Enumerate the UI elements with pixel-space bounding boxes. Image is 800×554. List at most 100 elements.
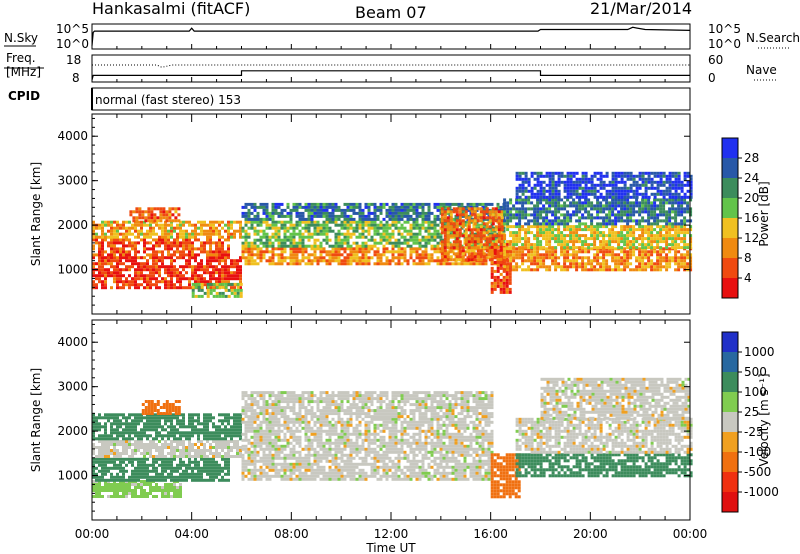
power-cell [668, 247, 672, 251]
power-cell [433, 238, 437, 242]
power-cell [497, 231, 501, 235]
power-cell [587, 180, 591, 184]
power-cell [545, 189, 549, 193]
power-cell [224, 256, 227, 260]
velocity-cell [140, 486, 143, 489]
power-cell [167, 256, 170, 260]
power-cell [427, 232, 431, 236]
velocity-cell [131, 478, 134, 482]
power-cell [611, 186, 615, 190]
power-cell [200, 241, 203, 245]
power-cell [584, 195, 588, 199]
power-cell [319, 247, 323, 251]
power-cell [467, 207, 471, 211]
power-cell [436, 208, 440, 212]
power-cell [632, 183, 636, 187]
power-cell [221, 250, 224, 254]
power-cell [152, 259, 155, 263]
power-cell [689, 213, 693, 217]
power-cell [512, 213, 516, 217]
power-cell [515, 243, 519, 247]
power-cell [512, 259, 516, 263]
power-cell [515, 250, 519, 254]
power-cell [569, 246, 573, 250]
power-cell [104, 220, 107, 224]
power-cell [182, 235, 185, 239]
power-cell [539, 225, 543, 229]
power-cell [470, 252, 474, 256]
velocity-cell [203, 460, 206, 464]
velocity-cell [155, 483, 158, 486]
power-cell [614, 183, 618, 187]
power-cell [596, 195, 600, 199]
power-cell [593, 225, 597, 229]
power-cell [125, 229, 128, 233]
power-cell [182, 256, 185, 260]
power-cell [203, 241, 206, 245]
power-cell [536, 195, 540, 199]
power-cell [641, 246, 645, 250]
velocity-cell [170, 489, 173, 492]
power-cell [515, 192, 519, 196]
power-cell [596, 189, 600, 193]
velocity-cell [95, 466, 98, 470]
power-cell [122, 283, 125, 287]
power-cell [373, 211, 377, 215]
velocity-cell [173, 495, 176, 498]
power-cell [403, 238, 407, 242]
power-cell [599, 171, 603, 175]
power-cell [563, 259, 567, 263]
power-cell [379, 223, 383, 227]
power-cell [325, 214, 329, 218]
power-cell [578, 262, 582, 266]
power-cell [98, 280, 101, 284]
power-cell [337, 259, 341, 263]
power-cell [164, 280, 167, 284]
power-cell [455, 219, 459, 223]
power-cell [265, 226, 269, 230]
power-cell [140, 274, 143, 278]
power-cell [367, 223, 371, 227]
power-cell [406, 232, 410, 236]
power-cell [475, 262, 479, 266]
power-cell [659, 265, 663, 269]
power-cell [566, 265, 570, 269]
power-cell [334, 244, 338, 248]
power-cell [132, 210, 136, 214]
power-cell [683, 201, 687, 205]
power-cell [623, 243, 627, 247]
power-cell [629, 246, 633, 250]
power-cell [230, 262, 233, 266]
power-cell [295, 202, 299, 206]
power-cell [295, 244, 299, 248]
power-cell [656, 262, 660, 266]
power-cell [280, 259, 284, 263]
power-cell [488, 225, 492, 229]
power-cell [162, 213, 166, 217]
power-cell [506, 201, 510, 205]
power-cell [659, 201, 663, 205]
velocity-cell [215, 463, 218, 467]
power-cell [131, 277, 134, 281]
power-cell [212, 229, 215, 233]
power-cell [364, 241, 368, 245]
velocity-cell [179, 466, 182, 470]
power-cell [581, 262, 585, 266]
power-cell [596, 210, 600, 214]
power-cell [581, 240, 585, 244]
power-cell [484, 217, 488, 221]
power-cell [286, 226, 290, 230]
velocity-cell [191, 475, 194, 479]
power-cell [653, 186, 657, 190]
power-cell [536, 268, 540, 272]
power-cell [554, 180, 558, 184]
power-cell [644, 246, 648, 250]
power-cell [153, 219, 157, 223]
power-cell [379, 220, 383, 224]
velocity-cell [212, 466, 215, 470]
power-cell [599, 201, 603, 205]
power-cell [298, 244, 302, 248]
power-cell [343, 235, 347, 239]
power-cell [509, 225, 513, 229]
power-cell [206, 256, 209, 260]
